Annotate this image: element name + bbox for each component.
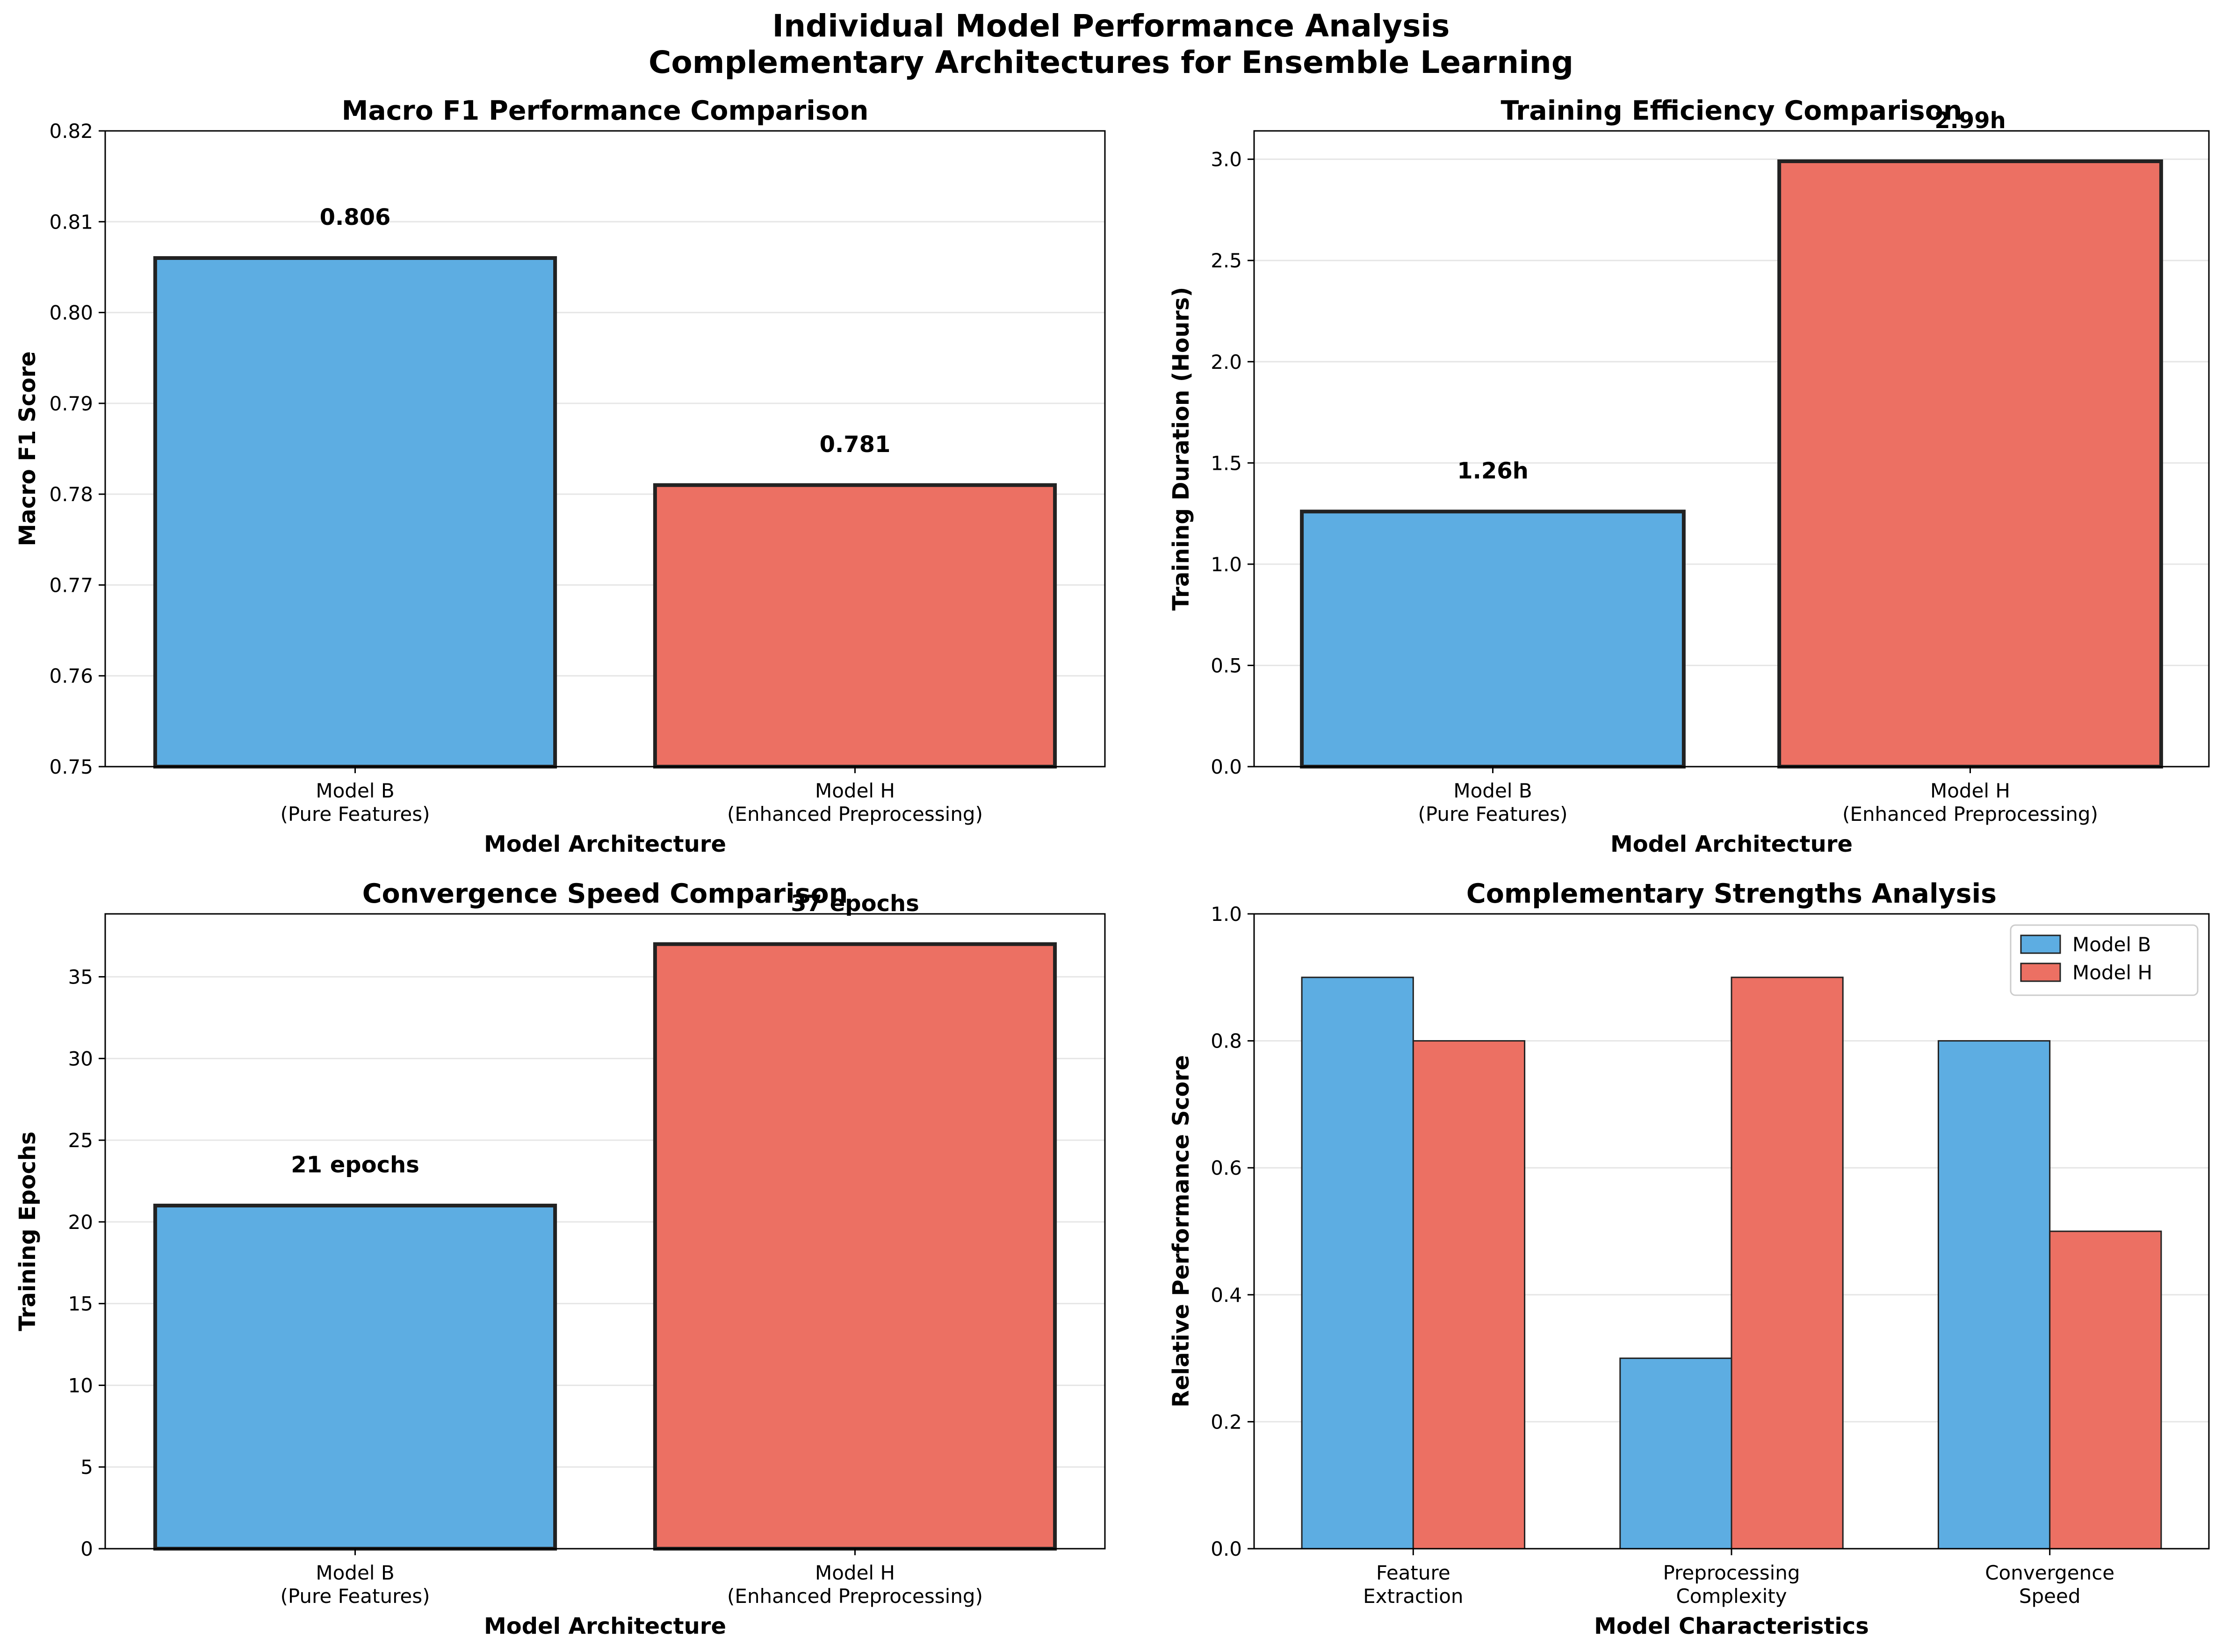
chart-title: Macro F1 Performance Comparison (342, 95, 869, 126)
y-tick-label: 0.2 (1211, 1410, 1242, 1433)
chart-title: Convergence Speed Comparison (362, 878, 848, 909)
legend-swatch (2020, 962, 2061, 982)
y-tick-label: 10 (68, 1374, 93, 1397)
bar-model-b (1301, 977, 1414, 1550)
x-axis-label: Model Characteristics (1594, 1613, 1869, 1639)
x-tick-label: Model H (815, 779, 895, 802)
y-tick-label: 0.82 (49, 120, 93, 143)
y-tick-label: 1.0 (1211, 553, 1242, 576)
x-tick-label: Model B (316, 1561, 394, 1584)
y-tick-label: 0.79 (49, 392, 93, 415)
figure-title-line2: Complementary Architectures for Ensemble… (649, 44, 1573, 80)
bar-model-h (1777, 159, 2163, 769)
y-tick-label: 0.8 (1211, 1030, 1242, 1053)
y-tick-label: 0.77 (49, 574, 93, 596)
bar-model-h (1731, 977, 1844, 1550)
y-axis-label: Macro F1 Score (14, 351, 41, 546)
y-tick-label: 1.5 (1211, 452, 1242, 474)
y-axis-label: Training Epochs (14, 1131, 41, 1331)
chart-title: Complementary Strengths Analysis (1466, 878, 1997, 909)
bar-model-b (153, 1203, 557, 1551)
y-tick-label: 0.75 (49, 755, 93, 778)
chart-panel-2: 1.26h 2.99h 0.0 0.5 1.0 1.5 2.0 2.5 3.0 Model B(P… (1168, 95, 2210, 857)
legend: Model B Model H (2010, 924, 2199, 996)
x-tick-label: (Enhanced Preprocessing) (1842, 803, 2098, 826)
x-tick-label: Feature (1376, 1561, 1450, 1584)
x-tick-label: Preprocessing (1663, 1561, 1800, 1584)
bar-model-h (653, 942, 1057, 1551)
y-tick-label: 1.0 (1211, 903, 1242, 926)
chart-panel-1: 0.806 0.781 0.75 0.76 0.77 0.78 0.79 0.80 0.81 0.… (14, 95, 1106, 857)
x-tick-label: Model B (316, 779, 394, 802)
chart-title: Training Efficiency Comparison (1501, 95, 1962, 126)
data-label: 2.99h (1934, 108, 2006, 134)
y-tick-label: 15 (68, 1293, 93, 1315)
x-axis-label: Model Architecture (1610, 831, 1853, 857)
data-label: 0.781 (820, 431, 891, 458)
axes-frame (1253, 130, 2210, 768)
y-tick-label: 3.0 (1211, 148, 1242, 171)
x-tick-label: (Enhanced Preprocessing) (727, 1585, 983, 1608)
bar-model-h (2049, 1230, 2162, 1550)
x-tick-label: (Pure Features) (1418, 803, 1567, 826)
y-tick-label: 0 (80, 1537, 93, 1560)
x-axis-label: Model Architecture (484, 831, 726, 857)
x-tick-label: (Enhanced Preprocessing) (727, 803, 983, 826)
bar-model-b (1937, 1040, 2051, 1550)
x-tick-label: Complexity (1676, 1585, 1787, 1608)
y-tick-label: 2.5 (1211, 249, 1242, 272)
legend-entry: Model H (2072, 961, 2152, 984)
y-tick-label: 0.0 (1211, 1537, 1242, 1560)
bar-model-b (1300, 510, 1686, 769)
y-tick-label: 2.0 (1211, 351, 1242, 373)
x-tick-label: Model B (1453, 779, 1532, 802)
legend-swatch (2020, 934, 2061, 954)
x-axis-label: Model Architecture (484, 1613, 726, 1639)
y-tick-label: 35 (68, 966, 93, 989)
y-tick-label: 5 (80, 1456, 93, 1479)
x-tick-label: Extraction (1363, 1585, 1463, 1608)
data-label: 1.26h (1457, 458, 1529, 484)
x-tick-label: (Pure Features) (280, 803, 430, 826)
x-tick-label: Model H (1930, 779, 2010, 802)
bar-model-b (1619, 1358, 1732, 1550)
legend-entry: Model B (2072, 933, 2151, 956)
y-tick-label: 25 (68, 1129, 93, 1152)
data-label: 21 epochs (291, 1152, 419, 1178)
bar-model-h (653, 483, 1057, 769)
x-tick-label: Model H (815, 1561, 895, 1584)
subplot-grid: 0.8060.7810.750.760.770.780.790.800.810.… (14, 95, 2210, 1639)
bar-model-h (1412, 1040, 1526, 1550)
axes-frame (104, 913, 1106, 1550)
y-tick-label: 0.78 (49, 483, 93, 506)
x-tick-label: Convergence (1985, 1561, 2114, 1584)
y-tick-label: 20 (68, 1211, 93, 1234)
data-label: 37 epochs (791, 891, 919, 917)
bar-model-b (153, 256, 557, 769)
y-axis-label: Relative Performance Score (1168, 1055, 1194, 1408)
y-tick-label: 0.5 (1211, 654, 1242, 677)
y-tick-label: 30 (68, 1047, 93, 1070)
y-axis-label: Training Duration (Hours) (1168, 287, 1194, 611)
y-tick-label: 0.0 (1211, 755, 1242, 778)
figure-title-line1: Individual Model Performance Analysis (772, 8, 1450, 44)
y-tick-label: 0.76 (49, 665, 93, 688)
x-tick-label: Speed (2019, 1585, 2081, 1608)
axes-frame (104, 130, 1106, 768)
y-tick-label: 0.4 (1211, 1284, 1242, 1307)
x-tick-label: (Pure Features) (280, 1585, 430, 1608)
y-tick-label: 0.6 (1211, 1156, 1242, 1179)
data-label: 0.806 (320, 204, 391, 230)
y-tick-label: 0.80 (49, 302, 93, 324)
y-tick-label: 0.81 (49, 210, 93, 233)
